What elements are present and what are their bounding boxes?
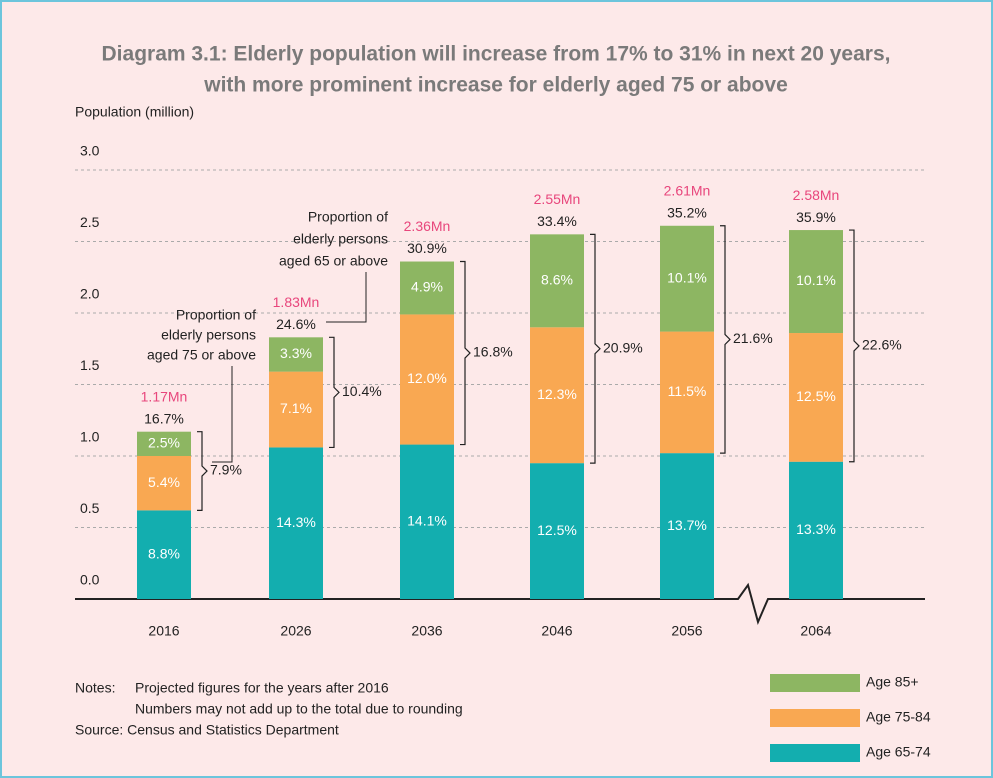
bar-segment <box>660 331 714 454</box>
source: Source: Census and Statistics Department <box>75 722 339 738</box>
legend-label: Age 65-74 <box>866 744 931 760</box>
y-tick-label: 1.5 <box>80 357 100 373</box>
bar-segment <box>400 444 454 599</box>
legend-label: Age 75-84 <box>866 709 931 725</box>
chart-subtitle: with more prominent increase for elderly… <box>203 74 788 97</box>
legend-swatch <box>770 709 860 727</box>
annotation: aged 75 or above <box>147 347 256 363</box>
bar-segment <box>137 431 191 456</box>
total-label: 1.83Mn <box>273 294 320 310</box>
x-tick-label: 2056 <box>671 623 702 639</box>
x-tick-label: 2036 <box>411 623 442 639</box>
proportion-75: 21.6% <box>733 330 773 346</box>
segment-share: 12.0% <box>407 370 447 386</box>
proportion-65: 30.9% <box>407 240 447 256</box>
bracket <box>849 229 860 463</box>
segment-share: 14.1% <box>407 512 447 528</box>
bar-segment <box>530 327 584 464</box>
total-label: 2.36Mn <box>404 218 451 234</box>
segment-share: 8.8% <box>148 545 180 561</box>
note: Projected figures for the years after 20… <box>135 680 389 696</box>
bar-segment <box>789 461 843 599</box>
y-tick-label: 2.0 <box>80 286 100 302</box>
annotation: elderly persons <box>161 327 256 343</box>
bracket <box>197 431 208 511</box>
y-tick-label: 0.0 <box>80 572 100 588</box>
bar-segment <box>530 234 584 328</box>
segment-share: 12.5% <box>796 388 836 404</box>
total-label: 2.58Mn <box>793 187 840 203</box>
segment-share: 10.1% <box>796 272 836 288</box>
total-label: 2.61Mn <box>664 182 711 198</box>
segment-share: 2.5% <box>148 435 180 451</box>
segment-share: 12.5% <box>537 522 577 538</box>
notes-label: Notes: <box>75 680 115 696</box>
annotation: Proportion of <box>308 209 388 225</box>
legend-swatch <box>770 744 860 762</box>
segment-share: 5.4% <box>148 474 180 490</box>
annotation: aged 65 or above <box>279 253 388 269</box>
segment-share: 7.1% <box>280 400 312 416</box>
y-tick-label: 2.5 <box>80 214 100 230</box>
chart-title: Diagram 3.1: Elderly population will inc… <box>102 43 891 66</box>
x-tick-label: 2016 <box>148 623 179 639</box>
total-label: 1.17Mn <box>141 388 188 404</box>
bar-segment <box>269 447 323 599</box>
y-tick-label: 0.5 <box>80 500 100 516</box>
y-axis-label: Population (million) <box>75 104 194 120</box>
segment-share: 13.3% <box>796 521 836 537</box>
x-tick-label: 2064 <box>800 623 831 639</box>
bar-segment <box>400 261 454 315</box>
proportion-75: 22.6% <box>862 337 902 353</box>
annotation-line <box>212 366 233 463</box>
bar-segment <box>530 463 584 599</box>
proportion-65: 24.6% <box>276 316 316 332</box>
proportion-75: 20.9% <box>603 339 643 355</box>
segment-share: 13.7% <box>667 517 707 533</box>
segment-share: 14.3% <box>276 514 316 530</box>
x-tick-label: 2026 <box>280 623 311 639</box>
proportion-65: 35.9% <box>796 209 836 225</box>
bar-segment <box>789 230 843 334</box>
proportion-65: 16.7% <box>144 410 184 426</box>
bar-segment <box>400 314 454 445</box>
total-label: 2.55Mn <box>534 191 581 207</box>
note: Numbers may not add up to the total due … <box>135 701 463 717</box>
bar-segment <box>660 453 714 599</box>
segment-share: 4.9% <box>411 279 443 295</box>
proportion-75: 7.9% <box>210 462 242 478</box>
segment-share: 8.6% <box>541 272 573 288</box>
annotation: Proportion of <box>176 307 256 323</box>
legend-label: Age 85+ <box>866 674 919 690</box>
bracket <box>329 336 340 449</box>
segment-share: 10.1% <box>667 269 707 285</box>
annotation: elderly persons <box>293 231 388 247</box>
bar-segment <box>269 337 323 372</box>
proportion-65: 33.4% <box>537 213 577 229</box>
annotation-line <box>326 272 367 323</box>
bar-segment <box>137 510 191 599</box>
bar-segment <box>269 371 323 448</box>
proportion-75: 16.8% <box>473 344 513 360</box>
y-tick-label: 1.0 <box>80 429 100 445</box>
proportion-65: 35.2% <box>667 204 707 220</box>
segment-share: 11.5% <box>668 383 707 399</box>
bar-segment <box>789 333 843 462</box>
bracket <box>720 225 731 454</box>
segment-share: 3.3% <box>280 345 312 361</box>
y-tick-label: 3.0 <box>80 143 100 159</box>
proportion-75: 10.4% <box>342 383 382 399</box>
bracket <box>460 260 471 446</box>
x-tick-label: 2046 <box>541 623 572 639</box>
bracket <box>590 233 601 464</box>
segment-share: 12.3% <box>537 386 577 402</box>
legend-swatch <box>770 674 860 692</box>
bar-segment <box>660 225 714 332</box>
bar-segment <box>137 456 191 511</box>
